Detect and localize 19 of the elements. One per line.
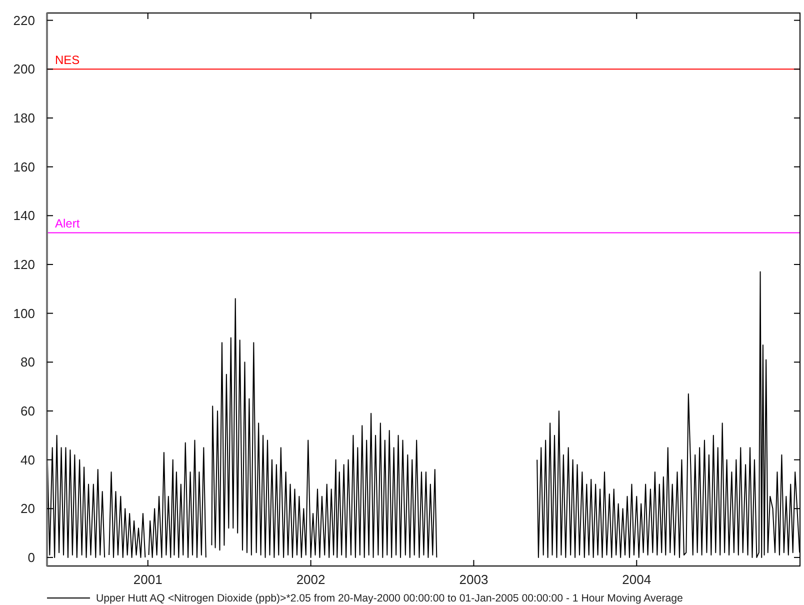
x-tick-label: 2002 [296,572,326,587]
y-tick-label: 60 [20,404,35,419]
y-tick-label: 0 [28,550,35,566]
x-tick-label: 2004 [622,572,652,587]
y-tick-label: 180 [13,110,35,126]
x-tick-label: 2001 [133,572,162,587]
y-tick-label: 220 [13,12,35,28]
y-tick-label: 160 [13,159,35,174]
legend-label: Upper Hutt AQ <Nitrogen Dioxide (ppb)>*2.05 from 20-May-2000 00:00:00 to 01-Jan-2005 00:00:00 - 1 Hour Moving Average [96,592,684,605]
y-tick-label: 120 [13,257,35,272]
y-tick-label: 140 [13,208,35,224]
ref-line-label: Alert [55,216,80,231]
x-tick-label: 2003 [459,572,488,587]
y-tick-label: 100 [13,306,35,321]
y-tick-label: 80 [20,354,35,370]
y-tick-label: 40 [20,452,35,468]
y-tick-label: 20 [20,501,35,516]
y-tick-label: 200 [13,62,35,77]
ref-line-label: NES [55,53,80,68]
